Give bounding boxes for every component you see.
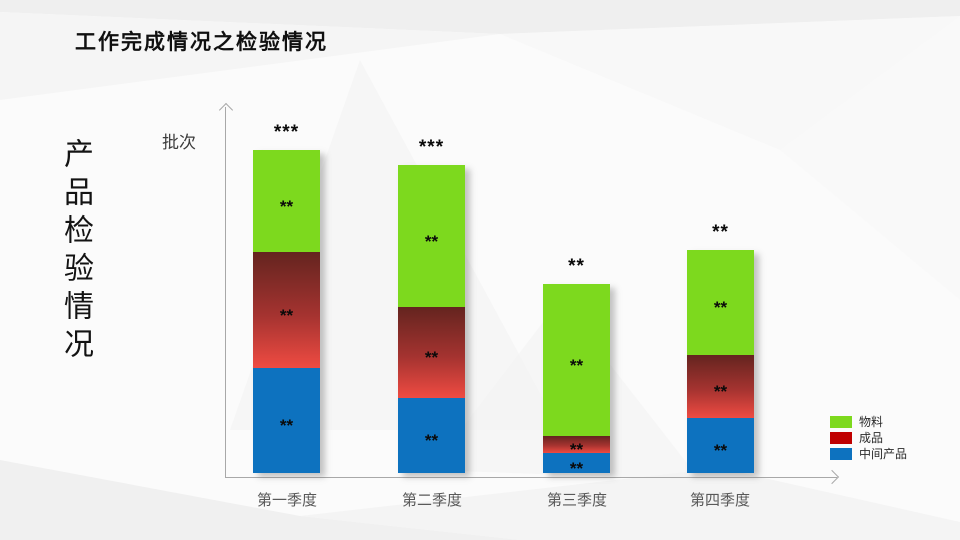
bar-segment-物料: **	[398, 165, 465, 307]
legend-label: 成品	[859, 431, 884, 445]
segment-value-label: **	[569, 458, 584, 478]
segment-value-label: **	[713, 441, 728, 460]
segment-value-label: **	[279, 305, 294, 325]
legend-swatch-finished-goods	[830, 432, 852, 444]
bar-total-label: ***	[273, 122, 300, 143]
legend-label: 中间产品	[859, 447, 908, 461]
legend-swatch-materials	[830, 416, 852, 428]
segment-value-label: **	[279, 416, 294, 435]
legend-item-materials: 物料	[830, 416, 907, 428]
bar-stack: ** ** **	[398, 165, 465, 473]
bar-segment-成品: **	[687, 355, 754, 418]
y-axis-label: 批次	[162, 133, 196, 152]
y-axis-line	[225, 107, 226, 477]
x-axis-label: 第二季度	[401, 492, 462, 509]
x-axis-arrow-icon	[824, 469, 840, 485]
bar-segment-物料: **	[253, 150, 320, 252]
page-title: 工作完成情况之检验情况	[75, 30, 328, 54]
bar-segment-物料: **	[543, 284, 610, 436]
x-axis-label: 第三季度	[546, 492, 607, 509]
segment-value-label: **	[424, 231, 439, 251]
segment-value-label: **	[279, 196, 294, 216]
x-axis-label: 第四季度	[689, 492, 750, 509]
legend-item-intermediate-products: 中间产品	[830, 448, 907, 460]
x-axis-line	[225, 477, 837, 478]
legend-swatch-intermediate-products	[830, 448, 852, 460]
chart-legend: 物料 成品 中间产品	[830, 416, 907, 464]
bar-total-label: **	[568, 256, 585, 277]
x-axis-label: 第一季度	[256, 492, 317, 509]
legend-item-finished-goods: 成品	[830, 432, 907, 444]
bar-segment-物料: **	[687, 250, 754, 355]
segment-value-label: **	[424, 348, 439, 367]
bar-segment-成品: **	[253, 252, 320, 368]
bar-segment-中间产品: **	[543, 453, 610, 477]
side-vertical-title: 产品检验情况	[59, 138, 92, 366]
segment-value-label: **	[713, 382, 728, 401]
segment-value-label: **	[424, 431, 439, 450]
bar-segment-中间产品: **	[253, 368, 320, 473]
bar-stack: ** ** **	[687, 250, 754, 473]
y-axis-arrow-icon	[218, 102, 234, 118]
bar-total-label: ***	[418, 137, 445, 158]
bar-total-label: **	[712, 222, 729, 243]
bar-stack: ** ** **	[253, 150, 320, 473]
segment-value-label: **	[569, 355, 584, 375]
segment-value-label: **	[713, 298, 728, 317]
legend-label: 物料	[859, 415, 884, 429]
bar-segment-中间产品: **	[687, 418, 754, 473]
bar-segment-成品: **	[543, 436, 610, 458]
bar-stack: ** ** **	[543, 284, 610, 477]
bar-segment-中间产品: **	[398, 398, 465, 473]
bar-segment-成品: **	[398, 307, 465, 398]
segment-value-label: **	[569, 440, 584, 459]
